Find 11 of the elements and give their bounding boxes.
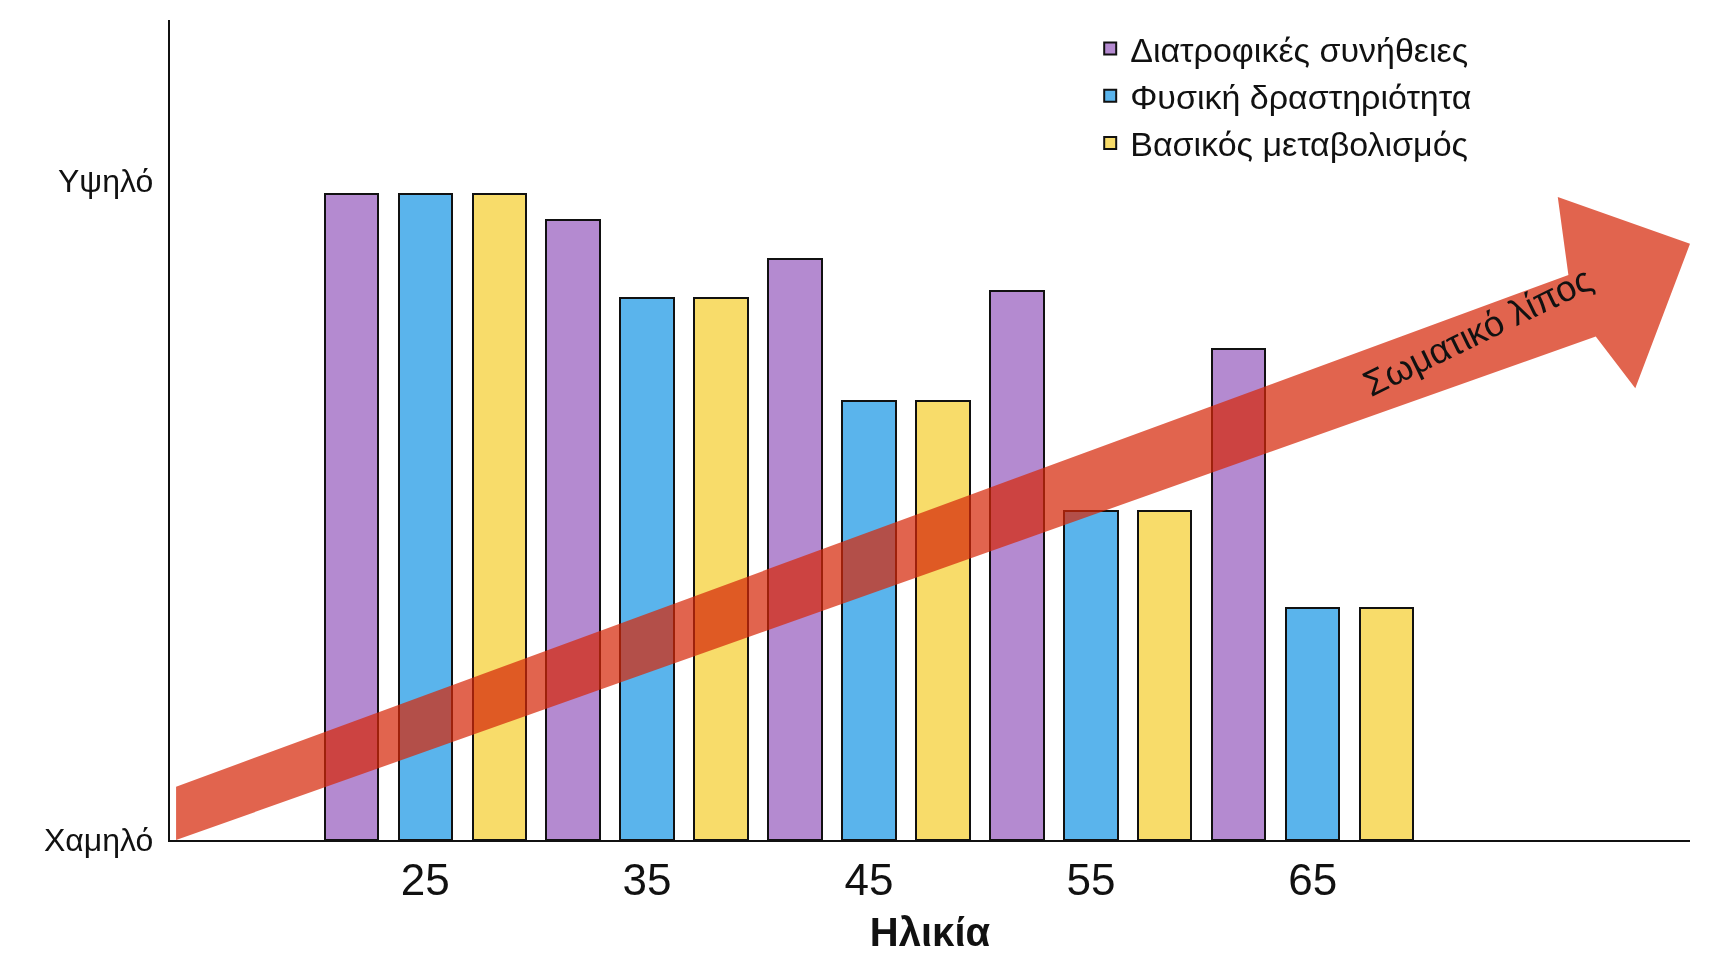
text: Χαμηλό [44,822,154,858]
legend-label: Διατροφικές συνήθειες [1130,30,1469,69]
x-tick-label: 65 [1288,854,1338,904]
legend-label: Βασικός μεταβολισμός [1130,125,1468,164]
x-tick-label: 25 [400,854,450,904]
x-tick-label: 35 [622,854,672,904]
x-tick-label: 55 [1066,854,1116,904]
legend-label: Φυσική δραστηριότητα [1130,78,1472,117]
text: Υψηλό [58,163,154,199]
x-tick-label: 45 [844,854,894,904]
x-axis-title: Ηλικία [869,909,991,954]
